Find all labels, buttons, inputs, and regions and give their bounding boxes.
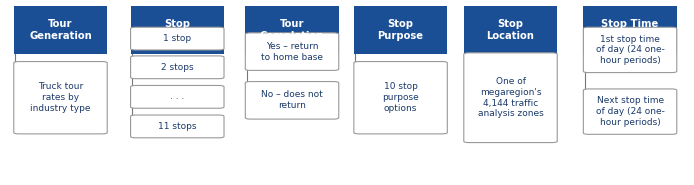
Text: No – does not
return: No – does not return xyxy=(261,90,323,110)
FancyBboxPatch shape xyxy=(245,6,339,54)
Text: 1st stop time
of day (24 one-
hour periods): 1st stop time of day (24 one- hour perio… xyxy=(595,35,665,65)
Text: Tour
Completion: Tour Completion xyxy=(260,19,324,41)
FancyBboxPatch shape xyxy=(130,27,224,50)
Text: Stop Time
Choice: Stop Time Choice xyxy=(602,19,659,41)
Text: Yes – return
to home base: Yes – return to home base xyxy=(261,42,323,61)
FancyBboxPatch shape xyxy=(130,6,224,54)
Text: 2 stops: 2 stops xyxy=(161,63,194,72)
Text: . . .: . . . xyxy=(170,92,185,101)
Text: Next stop time
of day (24 one-
hour periods): Next stop time of day (24 one- hour peri… xyxy=(595,96,665,127)
FancyBboxPatch shape xyxy=(584,89,677,134)
FancyBboxPatch shape xyxy=(464,6,557,54)
FancyBboxPatch shape xyxy=(354,62,448,134)
Text: Tour
Generation: Tour Generation xyxy=(29,19,92,41)
FancyBboxPatch shape xyxy=(584,6,677,54)
FancyBboxPatch shape xyxy=(464,53,557,143)
FancyBboxPatch shape xyxy=(130,115,224,138)
FancyBboxPatch shape xyxy=(130,85,224,108)
Text: One of
megaregion's
4,144 traffic
analysis zones: One of megaregion's 4,144 traffic analys… xyxy=(477,77,543,118)
Text: 1 stop: 1 stop xyxy=(163,34,192,43)
FancyBboxPatch shape xyxy=(584,27,677,73)
FancyBboxPatch shape xyxy=(14,62,107,134)
Text: Stop
Location: Stop Location xyxy=(486,19,534,41)
FancyBboxPatch shape xyxy=(354,6,448,54)
Text: Stop
Purpose: Stop Purpose xyxy=(378,19,423,41)
FancyBboxPatch shape xyxy=(245,33,339,70)
Text: 10 stop
purpose
options: 10 stop purpose options xyxy=(382,83,419,113)
FancyBboxPatch shape xyxy=(245,82,339,119)
Text: Truck tour
rates by
industry type: Truck tour rates by industry type xyxy=(31,83,91,113)
Text: Stop
Generation: Stop Generation xyxy=(146,19,209,41)
Text: 11 stops: 11 stops xyxy=(158,122,196,131)
FancyBboxPatch shape xyxy=(14,6,107,54)
FancyBboxPatch shape xyxy=(130,56,224,79)
